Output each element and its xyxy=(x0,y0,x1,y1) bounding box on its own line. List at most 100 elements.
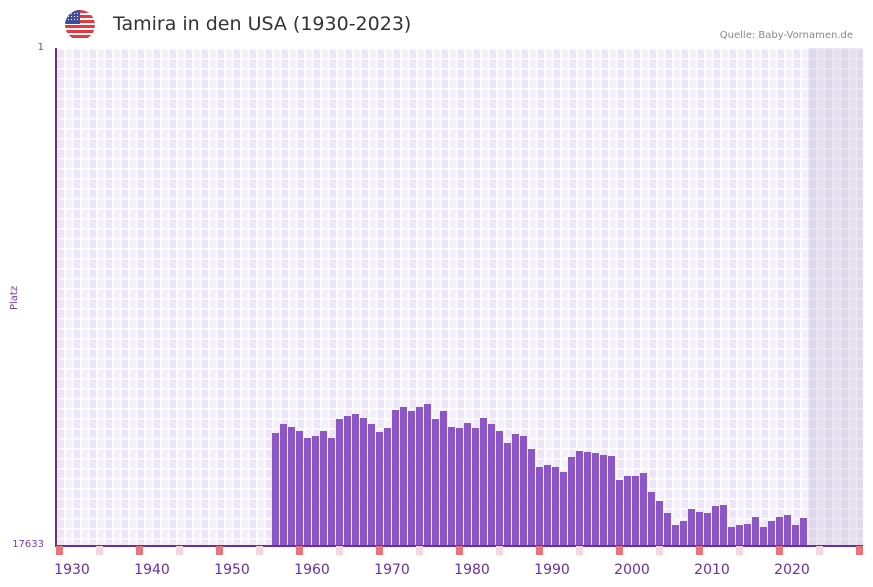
year-marker-1995 xyxy=(576,546,583,555)
bar-1968[interactable] xyxy=(360,418,367,545)
bar-1998[interactable] xyxy=(600,455,607,545)
bar-1985[interactable] xyxy=(496,431,503,545)
x-tick-1970: 1970 xyxy=(374,562,410,578)
bar-1971[interactable] xyxy=(384,428,391,545)
bar-1990[interactable] xyxy=(536,467,543,545)
bar-2001[interactable] xyxy=(624,476,631,545)
bar-1995[interactable] xyxy=(576,451,583,545)
bar-2004[interactable] xyxy=(648,492,655,545)
bar-2002[interactable] xyxy=(632,476,639,545)
bar-1972[interactable] xyxy=(392,410,399,545)
bar-1994[interactable] xyxy=(568,457,575,545)
bar-1974[interactable] xyxy=(408,411,415,545)
bar-1963[interactable] xyxy=(320,431,327,545)
x-tick-2000: 2000 xyxy=(614,562,650,578)
bar-1992[interactable] xyxy=(552,467,559,545)
year-marker-2025 xyxy=(816,546,823,555)
bar-1999[interactable] xyxy=(608,456,615,545)
bar-1962[interactable] xyxy=(312,436,319,545)
bar-2006[interactable] xyxy=(664,513,671,545)
year-marker-1980 xyxy=(456,546,463,555)
usa-flag-icon xyxy=(65,10,95,40)
year-marker-1935 xyxy=(96,546,103,555)
bar-1958[interactable] xyxy=(280,424,287,545)
bar-2015[interactable] xyxy=(736,525,743,545)
bar-1989[interactable] xyxy=(528,449,535,545)
x-tick-2010: 2010 xyxy=(694,562,730,578)
bar-2012[interactable] xyxy=(712,506,719,545)
bar-1977[interactable] xyxy=(432,419,439,545)
bar-2013[interactable] xyxy=(720,505,727,545)
bar-1991[interactable] xyxy=(544,465,551,545)
bar-1982[interactable] xyxy=(472,428,479,545)
bar-1976[interactable] xyxy=(424,404,431,545)
year-marker-1975 xyxy=(416,546,423,555)
x-axis-line xyxy=(55,545,863,547)
year-marker-1955 xyxy=(256,546,263,555)
bar-1975[interactable] xyxy=(416,407,423,545)
year-marker-1970 xyxy=(376,546,383,555)
bar-2023[interactable] xyxy=(800,518,807,545)
x-tick-1950: 1950 xyxy=(214,562,250,578)
year-marker-2020 xyxy=(776,546,783,555)
bar-1959[interactable] xyxy=(288,427,295,545)
bar-2016[interactable] xyxy=(744,524,751,545)
bar-2018[interactable] xyxy=(760,527,767,545)
year-marker-2010 xyxy=(696,546,703,555)
bar-2000[interactable] xyxy=(616,480,623,545)
bar-1961[interactable] xyxy=(304,438,311,545)
bar-1965[interactable] xyxy=(336,419,343,545)
bar-2005[interactable] xyxy=(656,501,663,545)
bar-1966[interactable] xyxy=(344,416,351,545)
bar-1988[interactable] xyxy=(520,436,527,545)
year-marker-1930 xyxy=(56,546,63,555)
bar-2020[interactable] xyxy=(776,517,783,545)
bar-1970[interactable] xyxy=(376,432,383,545)
bar-1978[interactable] xyxy=(440,411,447,545)
bar-1980[interactable] xyxy=(456,428,463,545)
bar-2008[interactable] xyxy=(680,521,687,545)
bar-2007[interactable] xyxy=(672,525,679,545)
bar-1987[interactable] xyxy=(512,434,519,545)
bar-1997[interactable] xyxy=(592,453,599,545)
y-axis-line xyxy=(55,48,57,546)
bar-1964[interactable] xyxy=(328,438,335,545)
year-marker-1945 xyxy=(176,546,183,555)
bar-1993[interactable] xyxy=(560,472,567,545)
x-tick-2020: 2020 xyxy=(774,562,810,578)
bar-2003[interactable] xyxy=(640,473,647,545)
bar-2017[interactable] xyxy=(752,517,759,545)
bar-1957[interactable] xyxy=(272,433,279,545)
grid xyxy=(56,48,863,545)
x-tick-1940: 1940 xyxy=(134,562,170,578)
bar-1967[interactable] xyxy=(352,414,359,545)
bar-1986[interactable] xyxy=(504,443,511,545)
y-tick-bottom: 17633 xyxy=(12,539,44,550)
year-marker-1985 xyxy=(496,546,503,555)
source-label: Quelle: Baby-Vornamen.de xyxy=(719,30,853,41)
year-marker-1965 xyxy=(336,546,343,555)
bar-2010[interactable] xyxy=(696,512,703,545)
bar-2011[interactable] xyxy=(704,513,711,545)
bar-1996[interactable] xyxy=(584,452,591,545)
bar-1979[interactable] xyxy=(448,427,455,545)
year-marker-1990 xyxy=(536,546,543,555)
bar-2021[interactable] xyxy=(784,515,791,545)
bar-2009[interactable] xyxy=(688,509,695,545)
bar-1983[interactable] xyxy=(480,418,487,545)
bar-1969[interactable] xyxy=(368,424,375,545)
x-tick-1930: 1930 xyxy=(54,562,90,578)
bar-1984[interactable] xyxy=(488,424,495,545)
y-axis-label: Platz xyxy=(9,285,20,310)
x-tick-1980: 1980 xyxy=(454,562,490,578)
bar-1973[interactable] xyxy=(400,407,407,545)
year-marker-2030 xyxy=(856,546,863,555)
bar-2014[interactable] xyxy=(728,527,735,545)
year-marker-1950 xyxy=(216,546,223,555)
year-marker-1940 xyxy=(136,546,143,555)
year-marker-2005 xyxy=(656,546,663,555)
bar-2022[interactable] xyxy=(792,525,799,545)
bar-2019[interactable] xyxy=(768,521,775,545)
bar-1960[interactable] xyxy=(296,431,303,545)
bar-1981[interactable] xyxy=(464,423,471,545)
